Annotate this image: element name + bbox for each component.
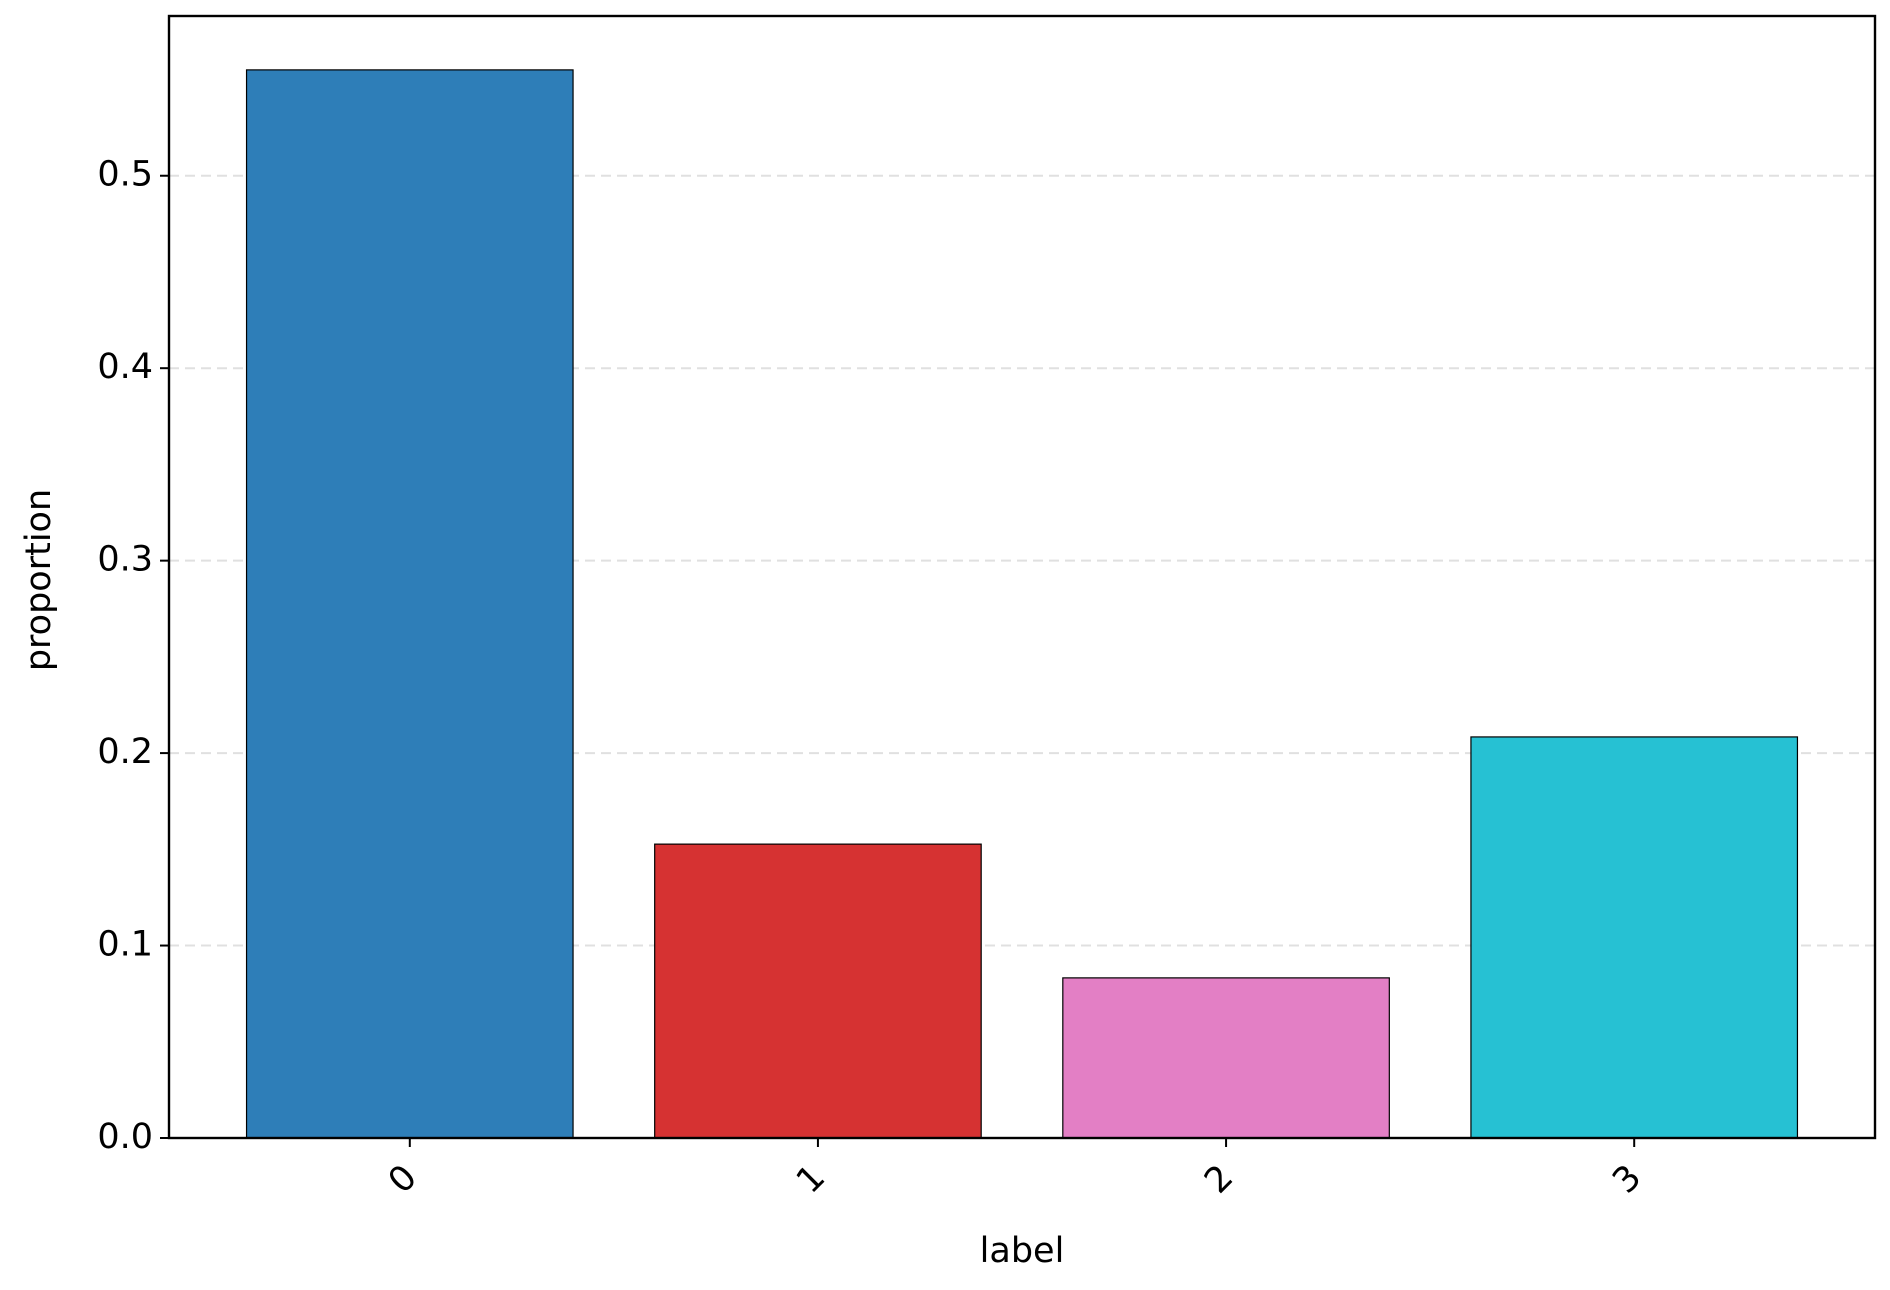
x-axis-label: label <box>980 1231 1065 1271</box>
x-tick-label: 0 <box>381 1157 425 1201</box>
bar <box>1062 977 1390 1139</box>
y-tick-label: 0.4 <box>97 347 153 387</box>
y-tick-label: 0.3 <box>97 540 153 580</box>
bar <box>245 69 574 1139</box>
y-tick-label: 0.5 <box>97 155 153 195</box>
bar <box>654 843 982 1139</box>
y-tick-label: 0.0 <box>97 1117 153 1157</box>
y-tick-label: 0.1 <box>97 925 153 965</box>
y-tick-label: 0.2 <box>97 732 153 772</box>
y-axis-label: proportion <box>19 489 59 671</box>
x-tick-label: 1 <box>789 1157 833 1201</box>
plot-frame <box>167 14 1877 1140</box>
x-tick-label: 2 <box>1197 1157 1241 1201</box>
bar <box>1470 736 1799 1139</box>
x-tick-label: 3 <box>1605 1157 1649 1201</box>
